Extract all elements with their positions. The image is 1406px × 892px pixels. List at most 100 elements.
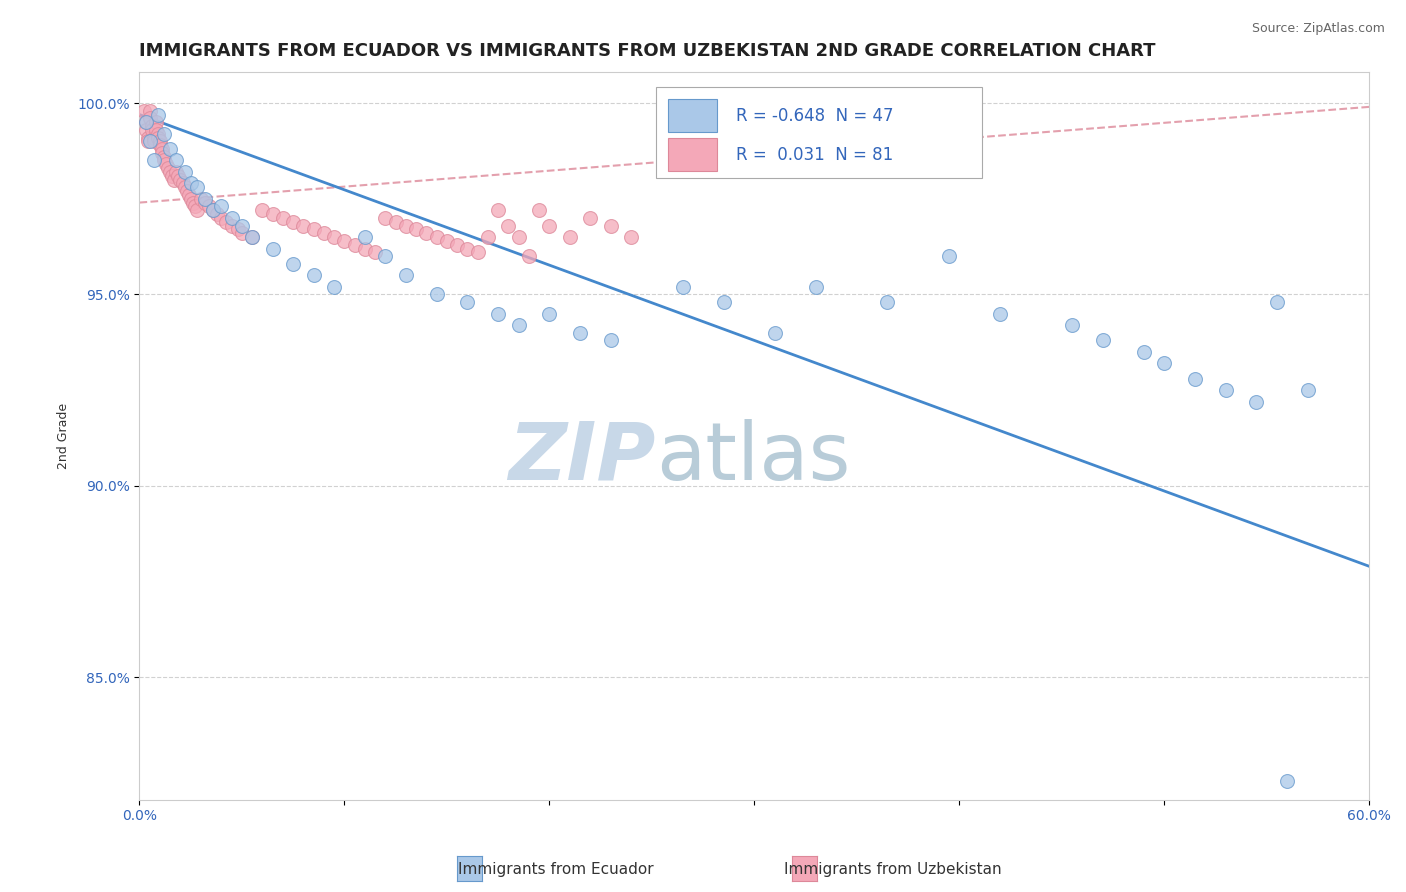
Point: [150, 145, 173, 160]
Point: [240, 230, 263, 244]
Point: [141, 119, 163, 133]
Point: [141, 123, 163, 137]
Point: [405, 222, 427, 236]
Point: [194, 195, 217, 210]
Point: [1215, 383, 1237, 397]
Bar: [657, 87, 981, 178]
Point: [162, 169, 184, 183]
Point: [456, 242, 478, 256]
Bar: [668, 99, 717, 132]
Point: [184, 199, 207, 213]
Point: [180, 177, 202, 191]
Point: [569, 326, 592, 340]
Point: [384, 215, 406, 229]
Point: [283, 257, 305, 271]
Point: [146, 130, 169, 145]
Bar: [668, 138, 717, 170]
Point: [988, 307, 1011, 321]
Point: [333, 234, 356, 248]
Point: [938, 249, 960, 263]
Point: [176, 184, 198, 198]
Point: [146, 127, 169, 141]
Point: [599, 334, 621, 348]
Point: [395, 268, 418, 283]
Text: Source: ZipAtlas.com: Source: ZipAtlas.com: [1251, 22, 1385, 36]
Point: [1265, 295, 1288, 310]
Point: [1246, 394, 1268, 409]
Point: [159, 165, 181, 179]
Point: [145, 115, 167, 129]
Point: [426, 230, 449, 244]
Point: [302, 268, 325, 283]
Point: [436, 234, 458, 248]
Point: [155, 157, 177, 171]
Point: [202, 203, 225, 218]
Point: [150, 142, 173, 156]
Text: Immigrants from Ecuador: Immigrants from Ecuador: [457, 863, 654, 877]
Point: [395, 219, 418, 233]
Point: [467, 245, 489, 260]
Text: ZIP: ZIP: [509, 419, 657, 497]
Point: [1132, 344, 1154, 359]
Point: [252, 203, 274, 218]
Point: [173, 165, 195, 179]
Point: [177, 188, 200, 202]
Point: [138, 103, 160, 118]
Point: [198, 199, 221, 213]
Point: [312, 226, 335, 240]
Point: [136, 130, 159, 145]
Point: [527, 203, 550, 218]
Point: [142, 134, 165, 148]
Point: [1296, 383, 1319, 397]
Point: [1153, 356, 1175, 370]
Point: [135, 115, 157, 129]
Text: Immigrants from Uzbekistan: Immigrants from Uzbekistan: [785, 863, 1001, 877]
Point: [181, 195, 204, 210]
Text: IMMIGRANTS FROM ECUADOR VS IMMIGRANTS FROM UZBEKISTAN 2ND GRADE CORRELATION CHAR: IMMIGRANTS FROM ECUADOR VS IMMIGRANTS FR…: [139, 42, 1156, 60]
Point: [209, 199, 232, 213]
Point: [142, 130, 165, 145]
Point: [763, 326, 786, 340]
Point: [517, 249, 540, 263]
Point: [240, 230, 263, 244]
Point: [180, 192, 202, 206]
Point: [173, 180, 195, 194]
Point: [157, 161, 180, 175]
Text: atlas: atlas: [657, 419, 851, 497]
Point: [671, 280, 693, 294]
Point: [262, 242, 284, 256]
Point: [415, 226, 437, 240]
Point: [876, 295, 898, 310]
Point: [302, 222, 325, 236]
Point: [132, 103, 155, 118]
Point: [538, 219, 561, 233]
Point: [1091, 334, 1114, 348]
Point: [713, 295, 735, 310]
Point: [354, 242, 377, 256]
Point: [538, 307, 561, 321]
Point: [1184, 372, 1206, 386]
Point: [271, 211, 294, 225]
Point: [1275, 773, 1298, 788]
Point: [214, 215, 236, 229]
Text: R =  0.031  N = 81: R = 0.031 N = 81: [735, 145, 893, 163]
Point: [202, 203, 225, 218]
Point: [135, 115, 157, 129]
Point: [146, 107, 169, 121]
Point: [226, 222, 249, 236]
Point: [364, 245, 387, 260]
Point: [374, 211, 396, 225]
Point: [149, 134, 172, 148]
Point: [172, 177, 194, 191]
Point: [231, 219, 253, 233]
Point: [579, 211, 602, 225]
Point: [456, 295, 478, 310]
Point: [153, 150, 176, 164]
Point: [221, 211, 243, 225]
Point: [149, 138, 172, 153]
Point: [508, 230, 530, 244]
Point: [477, 230, 499, 244]
Point: [190, 192, 212, 206]
Point: [136, 134, 159, 148]
Point: [186, 203, 208, 218]
